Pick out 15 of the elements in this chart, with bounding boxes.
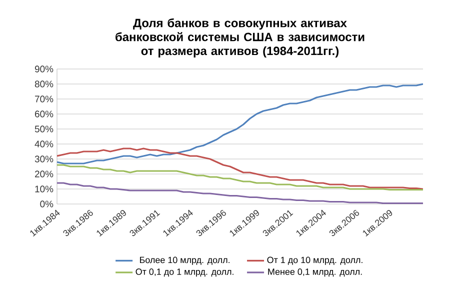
y-tick-label: 40%: [34, 140, 54, 148]
y-tick-label: 0%: [40, 200, 54, 208]
y-tick-label: 80%: [34, 80, 54, 88]
y-tick-label: 60%: [35, 110, 54, 118]
y-tick-label: 90%: [34, 66, 54, 72]
legend-label: От 1 до 10 млрд. долл.: [267, 256, 362, 265]
y-tick-label: 70%: [35, 96, 54, 102]
y-tick-label: 10%: [35, 186, 54, 192]
legend-label: От 0,1 до 1 млрд. долл.: [136, 268, 234, 277]
y-tick-label: 30%: [34, 156, 54, 162]
legend-label: Менее 0,1 млрд. долл.: [268, 268, 362, 277]
chart-title: Доля банков в совокупных активах банковской системы США в зависимости от размера активов (1984-2011гг.): [116, 18, 364, 58]
y-tick-label: 20%: [35, 170, 54, 178]
legend-label: Более 10 млрд. долл.: [140, 256, 230, 265]
y-tick-label: 50%: [34, 126, 54, 132]
